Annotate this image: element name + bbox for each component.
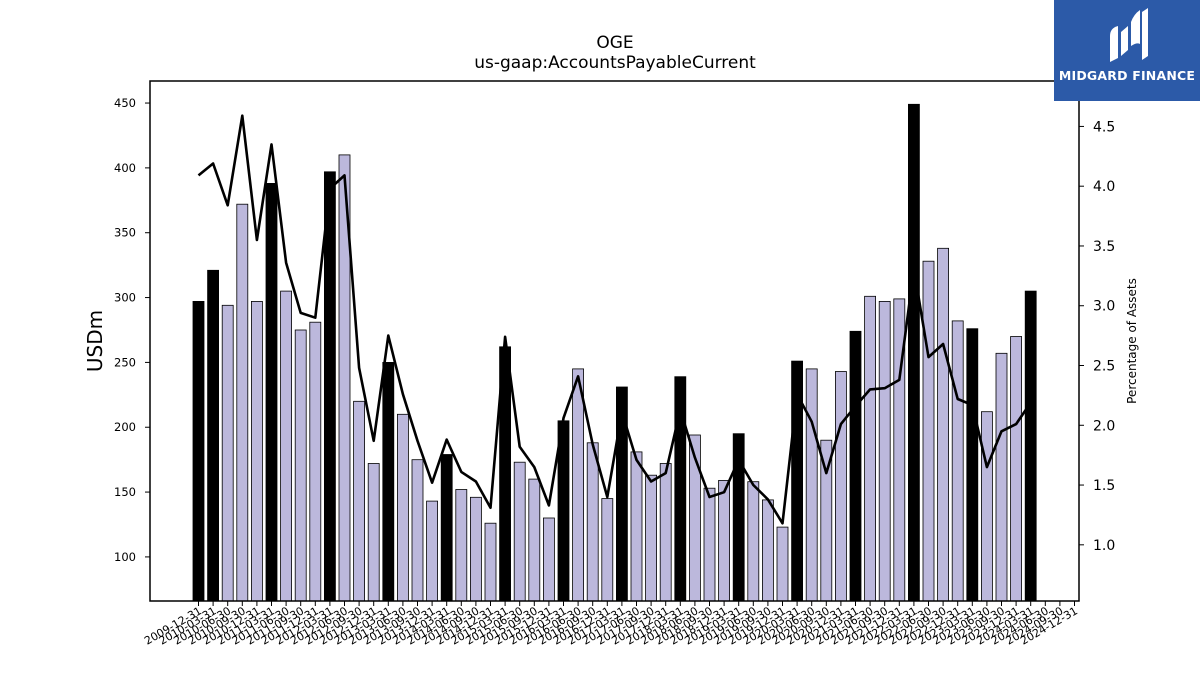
y2-axis-label: Percentage of Assets xyxy=(1125,278,1139,404)
bar-30 xyxy=(630,451,643,602)
bar-47 xyxy=(878,300,891,602)
bar-27 xyxy=(586,442,599,602)
bar-32 xyxy=(659,463,672,602)
bar-9 xyxy=(323,171,336,602)
bar-38 xyxy=(747,481,760,602)
bar-40 xyxy=(776,526,789,602)
brand-logo: MIDGARD FINANCE xyxy=(1054,0,1200,101)
bar-6 xyxy=(280,290,293,602)
bar-45 xyxy=(849,330,862,602)
y-tick-label-4: 300 xyxy=(114,291,136,305)
bar-3 xyxy=(236,203,249,602)
bar-8 xyxy=(309,321,322,602)
logo-text: MIDGARD FINANCE xyxy=(1058,68,1196,83)
y2-tick-label-4: 3.0 xyxy=(1093,299,1115,315)
bar-46 xyxy=(864,295,876,602)
bar-51 xyxy=(937,247,949,602)
bar-13 xyxy=(382,361,395,602)
bar-23 xyxy=(528,478,541,602)
y2-tick-label-3: 2.5 xyxy=(1093,359,1115,375)
bar-5 xyxy=(265,182,278,602)
bars xyxy=(192,103,1037,602)
y-tick-label-7: 450 xyxy=(114,96,136,110)
bar-36 xyxy=(718,479,730,602)
y-axis-label: USDm xyxy=(83,310,107,372)
y-tick-label-1: 150 xyxy=(114,485,136,499)
bar-12 xyxy=(367,463,380,602)
y-tick-label-0: 100 xyxy=(114,550,136,564)
chart-subtitle: us-gaap:AccountsPayableCurrent xyxy=(474,53,756,73)
bar-22 xyxy=(513,461,526,602)
bar-16 xyxy=(426,500,439,602)
y-tick-label-2: 200 xyxy=(114,420,136,434)
y2-tick-label-2: 2.0 xyxy=(1093,418,1115,434)
y-tick-label-5: 350 xyxy=(114,226,136,240)
bar-50 xyxy=(922,260,935,602)
bar-39 xyxy=(762,499,774,602)
bar-52 xyxy=(951,320,964,602)
bar-24 xyxy=(543,517,555,602)
bar-15 xyxy=(411,459,424,602)
chart-title: OGE xyxy=(596,33,633,53)
bar-56 xyxy=(1010,336,1022,602)
x-axis: 2009-12-312010-03-312010-06-302010-09-30… xyxy=(142,601,1080,648)
bar-44 xyxy=(835,371,847,602)
bar-2 xyxy=(221,304,234,602)
y-tick-label-3: 250 xyxy=(114,355,136,369)
bar-20 xyxy=(484,522,497,602)
bar-4 xyxy=(250,300,263,602)
bar-35 xyxy=(703,487,716,602)
plot-frame xyxy=(149,80,1080,602)
y2-tick-label-7: 4.5 xyxy=(1093,119,1115,135)
y-tick-label-6: 400 xyxy=(114,161,136,175)
bar-19 xyxy=(469,496,482,602)
bar-28 xyxy=(601,498,614,602)
y2-tick-label-6: 4.0 xyxy=(1093,179,1115,195)
bar-1 xyxy=(207,269,220,602)
bar-31 xyxy=(645,474,657,602)
bar-18 xyxy=(455,489,468,602)
y2-tick-label-0: 1.0 xyxy=(1093,538,1115,554)
bar-54 xyxy=(981,411,993,602)
bar-17 xyxy=(440,454,453,602)
bar-26 xyxy=(572,368,584,602)
bar-7 xyxy=(294,329,307,602)
bar-55 xyxy=(995,352,1008,602)
bar-14 xyxy=(396,413,409,602)
bar-57 xyxy=(1024,290,1037,602)
y2-tick-label-1: 1.5 xyxy=(1093,478,1115,494)
bar-53 xyxy=(966,328,979,602)
bar-11 xyxy=(353,400,366,602)
bar-42 xyxy=(805,368,818,602)
bar-49 xyxy=(908,103,920,602)
percentage-line xyxy=(197,114,1032,525)
y-axis-right: 1.0 1.5 2.0 2.5 3.0 3.5 4.0 4.5 xyxy=(1079,119,1115,554)
y-axis-left: 100 150 200 250 300 350 400 450 xyxy=(114,96,150,564)
y2-tick-label-5: 3.5 xyxy=(1093,239,1115,255)
logo-mark-icon xyxy=(1110,8,1148,62)
bar-0 xyxy=(192,300,205,602)
